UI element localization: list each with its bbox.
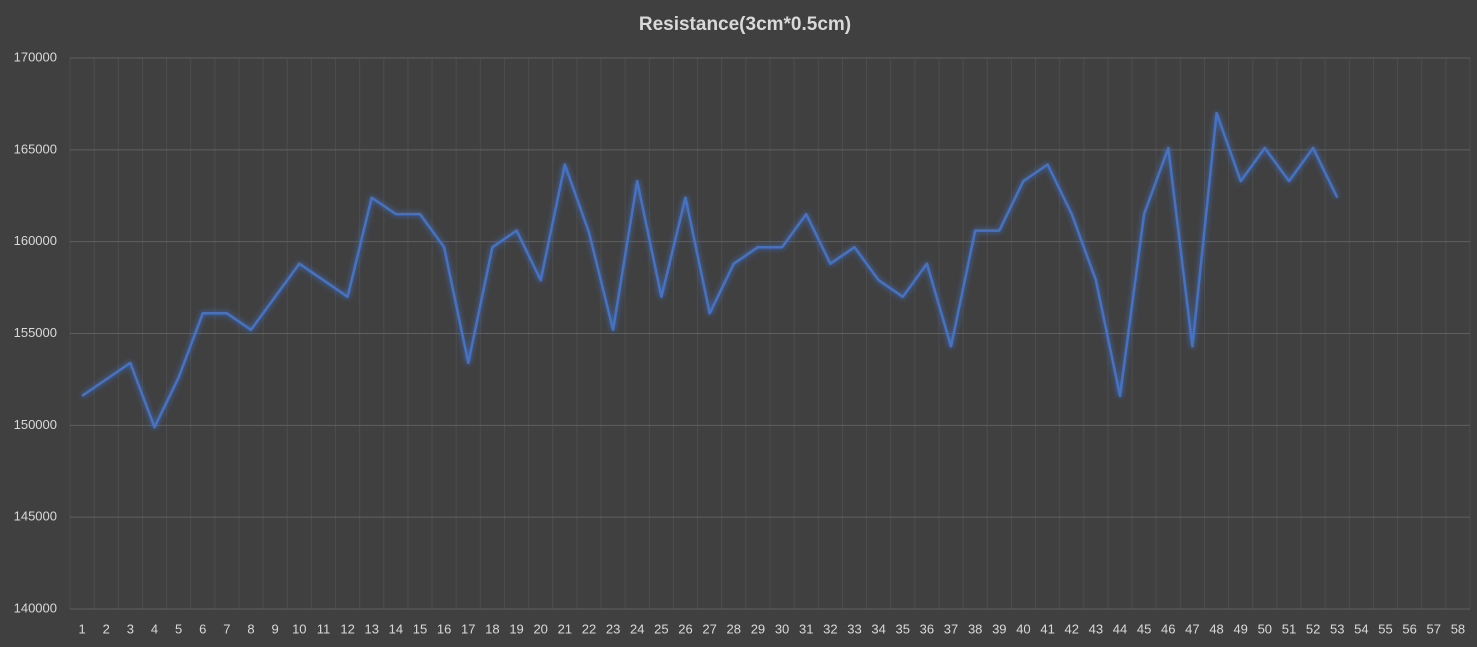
x-tick-label: 33 [847,621,861,636]
x-tick-label: 27 [702,621,716,636]
y-tick-label: 170000 [14,49,57,64]
x-tick-label: 58 [1451,621,1465,636]
y-tick-label: 165000 [14,141,57,156]
chart-title: Resistance(3cm*0.5cm) [639,14,851,35]
x-tick-label: 15 [413,621,427,636]
x-tick-label: 18 [485,621,499,636]
x-tick-label: 10 [292,621,306,636]
x-tick-label: 49 [1233,621,1247,636]
x-tick-label: 43 [1089,621,1103,636]
x-tick-label: 42 [1064,621,1078,636]
x-tick-label: 34 [871,621,885,636]
x-tick-label: 22 [582,621,596,636]
x-tick-label: 2 [103,621,110,636]
x-tick-label: 21 [558,621,572,636]
y-tick-label: 140000 [14,600,57,615]
x-tick-label: 35 [896,621,910,636]
x-tick-label: 41 [1040,621,1054,636]
marks [81,111,1339,429]
y-tick-label: 155000 [14,325,57,340]
x-tick-label: 38 [968,621,982,636]
x-tick-label: 12 [340,621,354,636]
x-tick-label: 31 [799,621,813,636]
x-tick-label: 6 [199,621,206,636]
x-tick-label: 20 [533,621,547,636]
x-tick-label: 46 [1161,621,1175,636]
y-tick-label: 145000 [14,509,57,524]
x-tick-label: 19 [509,621,523,636]
x-tick-label: 52 [1306,621,1320,636]
x-tick-label: 26 [678,621,692,636]
x-tick-label: 13 [364,621,378,636]
x-tick-label: 37 [944,621,958,636]
x-tick-label: 23 [606,621,620,636]
x-tick-label: 36 [920,621,934,636]
x-tick-label: 4 [151,621,158,636]
y-tick-label: 150000 [14,417,57,432]
x-tick-label: 55 [1378,621,1392,636]
x-tick-label: 16 [437,621,451,636]
x-tick-label: 32 [823,621,837,636]
x-tick-label: 44 [1113,621,1127,636]
x-tick-label: 39 [992,621,1006,636]
x-tick-label: 57 [1427,621,1441,636]
y-tick-label: 160000 [14,233,57,248]
x-tick-label: 48 [1209,621,1223,636]
x-tick-label: 3 [127,621,134,636]
x-tick-label: 51 [1282,621,1296,636]
x-tick-label: 9 [272,621,279,636]
x-tick-label: 1 [78,621,85,636]
series-line [81,111,1339,429]
x-tick-label: 50 [1258,621,1272,636]
x-tick-label: 47 [1185,621,1199,636]
x-tick-label: 53 [1330,621,1344,636]
x-tick-label: 7 [223,621,230,636]
x-tick-label: 5 [175,621,182,636]
x-tick-label: 24 [630,621,644,636]
x-tick-label: 11 [317,621,331,636]
grid [69,57,1471,610]
x-tick-label: 45 [1137,621,1151,636]
x-tick-label: 25 [654,621,668,636]
x-tick-label: 30 [775,621,789,636]
x-tick-label: 40 [1016,621,1030,636]
x-tick-label: 28 [727,621,741,636]
x-tick-label: 14 [389,621,403,636]
x-tick-label: 56 [1402,621,1416,636]
x-tick-label: 54 [1354,621,1368,636]
x-tick-label: 17 [461,621,475,636]
x-tick-label: 29 [751,621,765,636]
x-tick-label: 8 [247,621,254,636]
